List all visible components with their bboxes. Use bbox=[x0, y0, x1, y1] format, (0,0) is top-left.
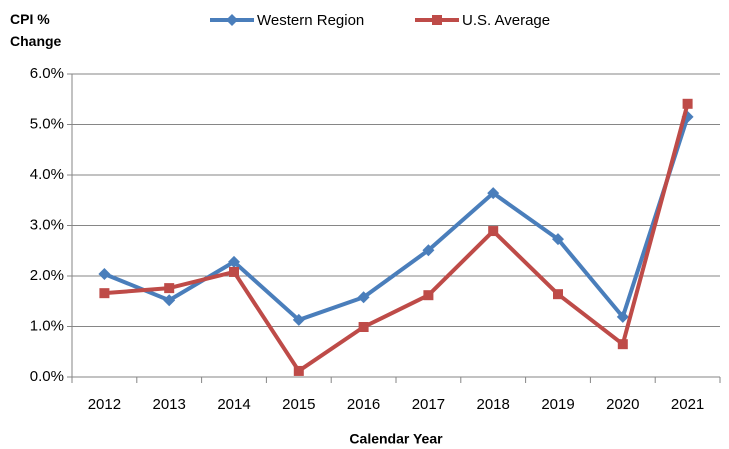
x-axis-label: Calendar Year bbox=[349, 431, 443, 447]
x-tick-label: 2012 bbox=[88, 396, 121, 413]
x-tick-label: 2014 bbox=[217, 396, 250, 413]
x-tick-label: 2019 bbox=[541, 396, 574, 413]
data-point bbox=[229, 266, 239, 277]
y-tick-label: 2.0% bbox=[30, 267, 64, 284]
data-point bbox=[422, 244, 435, 257]
data-point bbox=[163, 294, 176, 307]
legend-marker bbox=[226, 14, 238, 26]
y-axis-label: CPI % Change bbox=[10, 11, 62, 49]
y-tick-label: 0.0% bbox=[30, 368, 64, 385]
data-point bbox=[358, 322, 369, 333]
data-point bbox=[423, 290, 434, 301]
legend-marker bbox=[432, 15, 442, 25]
data-point bbox=[98, 267, 111, 280]
data-point bbox=[487, 187, 500, 200]
x-tick-label: 2017 bbox=[412, 396, 445, 413]
data-point bbox=[488, 226, 499, 237]
x-tick-label: 2015 bbox=[282, 396, 315, 413]
data-point bbox=[228, 255, 240, 268]
legend-label: Western Region bbox=[257, 12, 364, 29]
data-point bbox=[616, 310, 629, 323]
x-tick-label: 2016 bbox=[347, 396, 380, 413]
data-point bbox=[682, 98, 693, 109]
data-point bbox=[552, 233, 564, 246]
series-line bbox=[103, 116, 690, 322]
data-point bbox=[99, 288, 110, 299]
data-point bbox=[617, 339, 628, 350]
y-tick-label: 5.0% bbox=[30, 115, 64, 132]
data-point bbox=[293, 365, 304, 376]
y-tick-label: 3.0% bbox=[30, 216, 64, 233]
x-tick-label: 2020 bbox=[606, 396, 639, 413]
series-line bbox=[104, 103, 690, 373]
data-point bbox=[164, 283, 175, 294]
x-tick-label: 2013 bbox=[153, 396, 186, 413]
y-tick-label: 4.0% bbox=[30, 166, 64, 183]
data-point bbox=[553, 289, 563, 300]
y-tick-label: 6.0% bbox=[30, 65, 64, 82]
legend-label: U.S. Average bbox=[462, 12, 550, 29]
x-tick-label: 2021 bbox=[671, 396, 704, 413]
data-point bbox=[357, 291, 370, 304]
y-tick-label: 1.0% bbox=[30, 317, 64, 334]
x-tick-label: 2018 bbox=[477, 396, 510, 413]
data-point bbox=[292, 313, 305, 326]
